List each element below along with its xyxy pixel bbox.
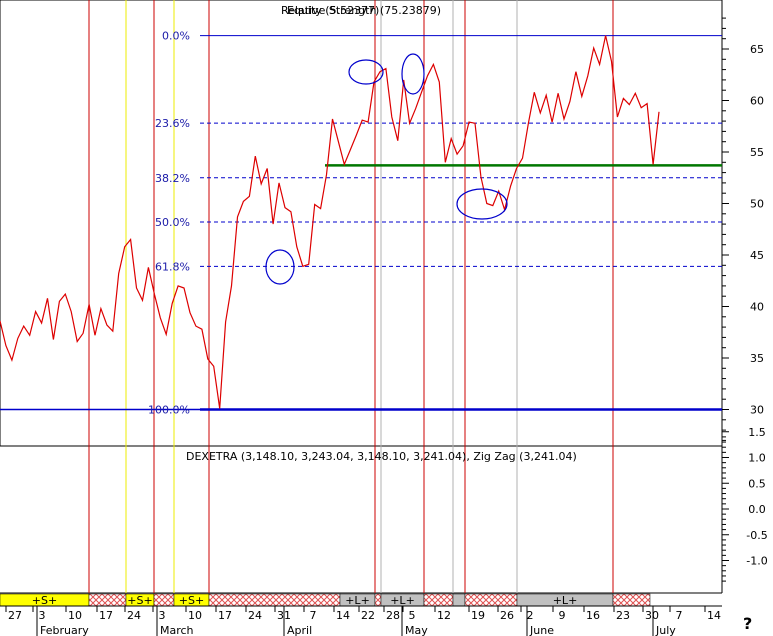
month-label-0: February <box>40 624 89 636</box>
date-label-11: 14 <box>336 609 350 622</box>
upper-tick-label-3: 45 <box>750 249 764 262</box>
date-label-0: 27 <box>8 609 22 622</box>
date-label-3: 17 <box>99 609 113 622</box>
date-label-17: 26 <box>500 609 514 622</box>
fib-label-4: 61.8% <box>155 260 190 273</box>
date-label-14: 5 <box>409 609 416 622</box>
upper-tick-label-6: 60 <box>750 95 764 108</box>
signal-segment-5 <box>208 593 341 607</box>
date-label-19: 9 <box>559 609 566 622</box>
lower-tick-label-2: 0.5 <box>748 477 766 490</box>
signal-label-2: +S+ <box>127 594 152 607</box>
signal-segment-7 <box>374 593 382 607</box>
signal-segment-1 <box>88 593 127 607</box>
date-label-1: 3 <box>39 609 46 622</box>
date-label-15: 12 <box>437 609 451 622</box>
signal-label-6: +L+ <box>345 594 370 607</box>
signal-bar: +S+ +S+ +S+ +L+ +L+ +L+ <box>0 593 651 607</box>
signal-segment-10 <box>452 593 466 607</box>
signal-segment-9 <box>423 593 454 607</box>
price-series <box>0 35 660 409</box>
ellipse-1 <box>401 53 425 95</box>
date-label-20: 16 <box>586 609 600 622</box>
upper-tick-label-2: 40 <box>750 301 764 314</box>
ellipse-2 <box>265 249 295 285</box>
month-label-3: May <box>405 624 428 636</box>
date-label-24: 14 <box>707 609 721 622</box>
panel-frames <box>0 0 723 594</box>
upper-tick-label-5: 55 <box>750 146 764 159</box>
chart-title: Relative Strength (75.23879) <box>281 4 441 17</box>
vertical-markers <box>88 0 614 593</box>
upper-tick-label-0: 30 <box>750 404 764 417</box>
date-label-16: 19 <box>471 609 485 622</box>
signal-segment-3 <box>153 593 175 607</box>
month-label-2: April <box>287 624 312 636</box>
month-label-1: March <box>160 624 194 636</box>
upper-tick-label-1: 35 <box>750 352 764 365</box>
date-label-13: 28 <box>386 609 400 622</box>
signal-label-0: +S+ <box>32 594 57 607</box>
fib-label-2: 38.2% <box>155 172 190 185</box>
signal-segment-13 <box>612 593 651 607</box>
date-label-7: 17 <box>218 609 232 622</box>
fib-label-0: 0.0% <box>162 30 190 43</box>
signal-segment-11 <box>464 593 518 607</box>
upper-tick-label-4: 50 <box>750 198 764 211</box>
month-label-4: June <box>529 624 554 636</box>
help-icon[interactable]: ? <box>743 614 752 633</box>
signal-label-4: +S+ <box>179 594 204 607</box>
date-label-6: 10 <box>188 609 202 622</box>
signal-label-12: +L+ <box>553 594 578 607</box>
price-line <box>0 35 660 409</box>
date-label-23: 7 <box>676 609 683 622</box>
date-label-2: 10 <box>68 609 82 622</box>
upper-tick-label-7: 65 <box>750 43 764 56</box>
date-label-5: 3 <box>159 609 166 622</box>
date-label-18: 2 <box>527 609 534 622</box>
lower-tick-label-1: 1.0 <box>748 452 766 465</box>
lower-tick-label-0: 1.5 <box>748 426 766 439</box>
date-label-21: 23 <box>616 609 630 622</box>
signal-label-8: +L+ <box>390 594 415 607</box>
chart-title-overlay: Equity (5.52377) <box>287 4 379 17</box>
indicator-label: DEXETRA (3,148.10, 3,243.04, 3,148.10, 3… <box>186 450 577 463</box>
date-label-22: 30 <box>645 609 659 622</box>
lower-tick-label-3: 0.0 <box>748 503 766 516</box>
ellipse-3 <box>456 188 508 220</box>
lower-tick-label-4: -0.5 <box>746 529 767 542</box>
date-label-12: 22 <box>361 609 375 622</box>
fib-label-3: 50.0% <box>155 216 190 229</box>
fib-label-5: 100.0% <box>148 404 190 417</box>
fibonacci-levels: 0.0% 23.6% 38.2% 50.0% 61.8% 100.0% <box>0 30 722 417</box>
date-axis: 27 3 10 17 24 3 10 17 24 31 7 14 22 28 5 12 19 26 2 9 16 23 30… <box>0 605 722 636</box>
lower-y-axis: 1.5 1.0 0.5 0.0 -0.5 -1.0 <box>722 426 768 582</box>
date-label-10: 7 <box>310 609 317 622</box>
date-label-8: 24 <box>248 609 262 622</box>
lower-tick-label-5: -1.0 <box>746 555 767 568</box>
highlight-ellipses <box>265 53 508 285</box>
fib-label-1: 23.6% <box>155 117 190 130</box>
ellipse-0 <box>348 59 384 85</box>
date-label-4: 24 <box>127 609 141 622</box>
upper-y-axis: 30 35 40 45 50 55 60 65 <box>722 17 764 441</box>
month-label-5: July <box>655 624 676 636</box>
